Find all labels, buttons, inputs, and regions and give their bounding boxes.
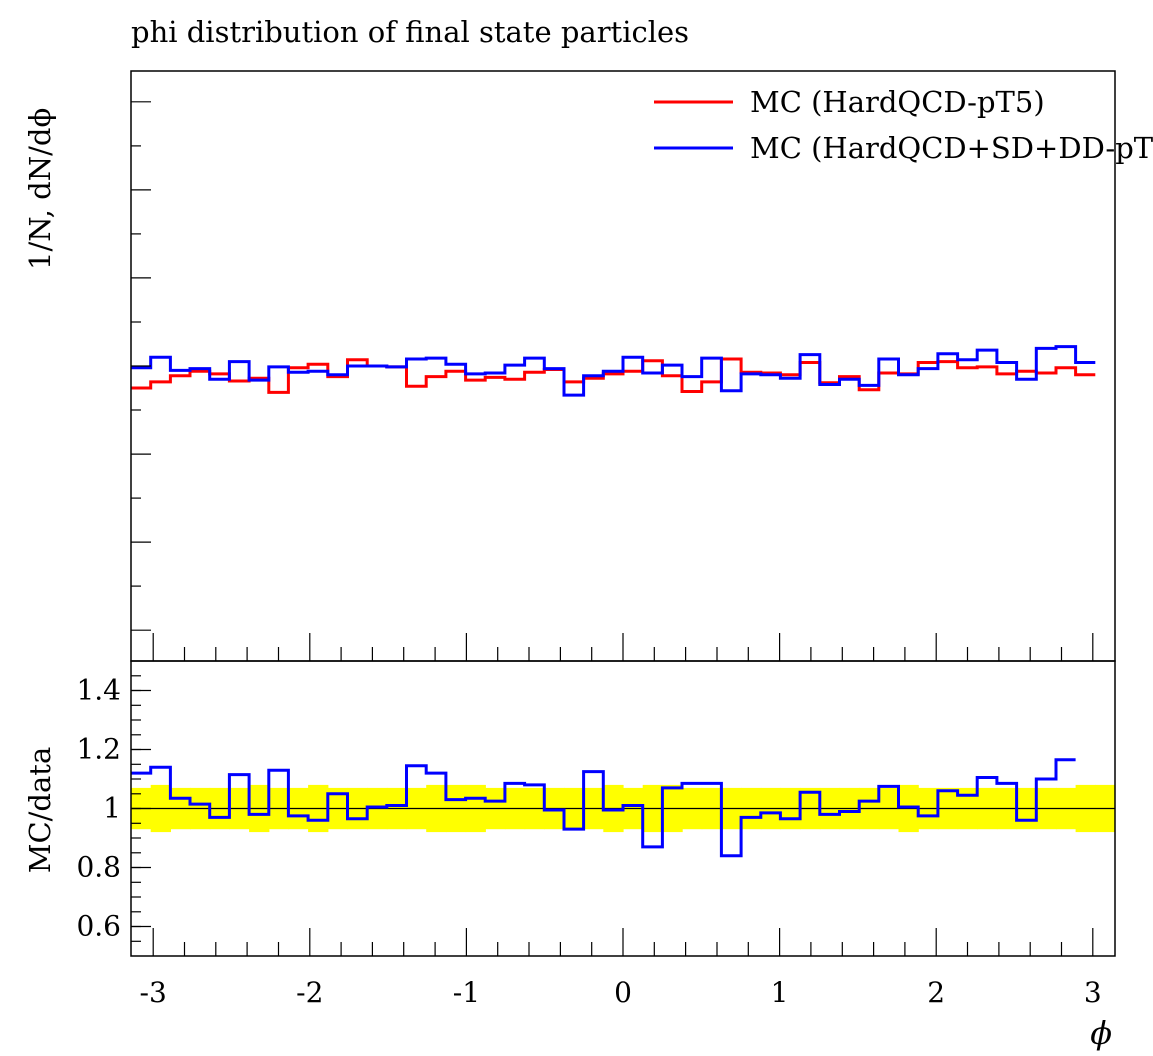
x-tick-label: -3 — [140, 976, 167, 1009]
ratio-y-tick-label: 1.2 — [76, 733, 121, 766]
ratio-series-line-0 — [131, 758, 1076, 858]
main-panel: 1/N, dN/dϕ — [23, 70, 1116, 662]
legend-label-hardqcd-sd-dd: MC (HardQCD+SD+DD-pT5) — [750, 131, 1153, 165]
ratio-y-tick-label: 1.4 — [76, 674, 121, 707]
main-series-line-1 — [131, 345, 1096, 397]
legend: MC (HardQCD-pT5) MC (HardQCD+SD+DD-pT5) — [654, 85, 1153, 165]
x-axis-label: ϕ — [1090, 1014, 1112, 1052]
ratio-plot-frame — [130, 660, 1116, 957]
x-tick-label: 3 — [1084, 976, 1102, 1009]
x-tick-label: 1 — [771, 976, 789, 1009]
x-tick-label: 2 — [927, 976, 945, 1009]
main-series-line-0 — [131, 357, 1096, 394]
ratio-panel: 0.6 0.8 1 1.2 1.4 -3 -2 -1 0 1 2 3 MC/data ϕ — [23, 660, 1116, 1052]
main-y-axis-label: 1/N, dN/dϕ — [23, 108, 57, 270]
x-tick-label: -2 — [296, 976, 323, 1009]
ratio-y-tick-label: 1 — [103, 792, 121, 825]
x-tick-label: -1 — [453, 976, 480, 1009]
ratio-y-axis-label: MC/data — [23, 747, 57, 873]
chart-title: phi distribution of final state particle… — [131, 15, 689, 49]
ratio-axis-ticks: 0.6 0.8 1 1.2 1.4 -3 -2 -1 0 1 2 3 — [76, 674, 1101, 1010]
main-series-group — [131, 345, 1096, 397]
ratio-y-tick-label: 0.6 — [76, 910, 121, 943]
x-tick-label: 0 — [614, 976, 632, 1009]
main-axis-ticks — [131, 101, 1094, 661]
ratio-series-group — [131, 758, 1076, 858]
ratio-y-tick-label: 0.8 — [76, 851, 121, 884]
legend-label-hardqcd: MC (HardQCD-pT5) — [750, 85, 1045, 119]
